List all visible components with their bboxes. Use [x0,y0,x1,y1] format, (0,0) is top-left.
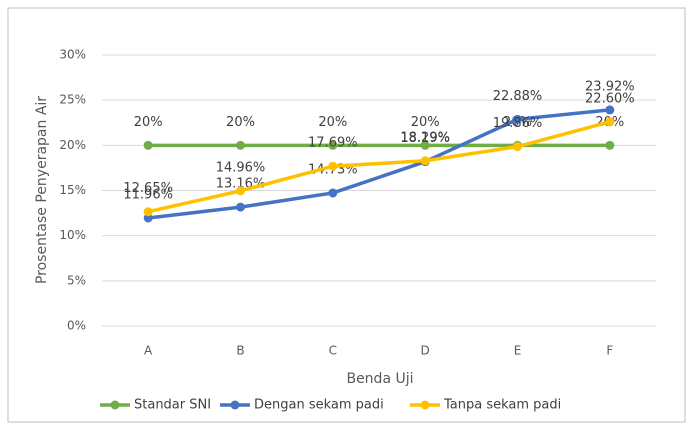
data-point [143,140,153,150]
data-label: 20% [411,115,440,130]
y-tick-label: 25% [59,93,86,107]
y-tick-label: 0% [67,319,86,333]
x-tick-label: F [606,344,613,358]
legend-marker [110,400,120,410]
data-label: 19.86% [493,116,543,131]
x-tick-label: E [514,344,522,358]
legend-label: Dengan sekam padi [254,398,384,413]
data-point [513,142,522,152]
data-point [143,207,153,217]
legend-label: Tanpa sekam padi [443,398,561,413]
data-point [605,140,615,150]
data-point [236,186,245,196]
data-label: 20% [134,115,163,130]
legend-marker [230,400,240,410]
data-label: 18.19% [400,131,450,146]
x-tick-label: A [144,344,153,358]
data-point [143,213,153,223]
series-line [147,108,611,220]
y-tick-label: 20% [59,138,86,152]
x-tick-label: D [421,344,430,358]
data-point [328,140,338,150]
data-label: 14.96% [216,160,266,175]
y-tick-label: 30% [59,48,86,62]
data-point [420,156,430,166]
y-axis-title: Prosentase Penyerapan Air [34,96,50,284]
data-point [236,202,245,212]
data-label: 18.29% [400,130,450,145]
data-point [236,140,245,150]
chart-frame [7,7,686,423]
data-label: 17.69% [308,136,358,151]
x-tick-label: B [236,344,244,358]
series-line [147,120,611,214]
y-tick-label: 10% [59,228,86,242]
data-point [605,105,615,115]
data-label: 20% [318,115,347,130]
data-point [328,161,338,171]
legend-label: Standar SNI [134,398,211,413]
data-label: 22.60% [585,91,635,106]
data-point [328,188,338,198]
x-axis-title: Benda Uji [346,371,413,387]
data-label: 11.96% [123,187,173,202]
data-label: 12.65% [123,181,173,196]
legend-marker [420,400,430,410]
data-label: 23.92% [585,79,635,94]
data-point [513,114,522,124]
x-tick-label: C [329,344,337,358]
data-label: 20% [226,115,255,130]
data-point [605,117,615,127]
y-tick-label: 5% [67,273,86,287]
data-point [420,140,430,150]
y-tick-label: 15% [59,183,86,197]
data-label: 22.88% [493,89,543,104]
